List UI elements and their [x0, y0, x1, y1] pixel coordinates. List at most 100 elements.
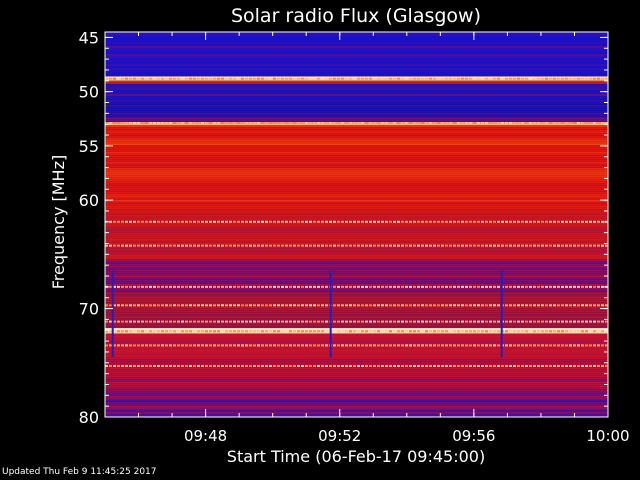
spectrum-row [105, 312, 608, 315]
bright-line-dot [153, 77, 156, 80]
bright-line-dot [229, 304, 232, 307]
bright-line-dot [137, 304, 140, 307]
bright-line-dot [589, 365, 592, 368]
bright-line-dot [597, 122, 600, 125]
bright-line-dot [489, 220, 492, 223]
bright-line-dot [217, 77, 220, 80]
bright-line-dot [277, 244, 280, 247]
spectrum-row [105, 244, 608, 247]
bright-line-dot [573, 365, 576, 368]
bright-line-dot [441, 244, 444, 247]
bright-line-dot [405, 330, 408, 333]
bright-line-dot [313, 244, 316, 247]
bright-line-dot [517, 220, 520, 223]
bright-line-dot [257, 320, 260, 323]
bright-line-dot [537, 220, 540, 223]
spectrum-row [105, 203, 608, 206]
bright-line-dot [601, 220, 604, 223]
bright-line-dot [389, 365, 392, 368]
bright-line-dot [317, 77, 320, 80]
bright-line-dot [429, 122, 432, 125]
bright-line-dot [581, 122, 584, 125]
bright-line-dot [257, 304, 260, 307]
bright-line-dot [325, 220, 328, 223]
bright-line-dot [113, 330, 116, 333]
bright-line-dot [421, 77, 424, 80]
bright-line-dot [337, 344, 340, 347]
bright-line-dot [317, 365, 320, 368]
bright-line-dot [137, 344, 140, 347]
bright-line-dot [325, 320, 328, 323]
spectrum-row [105, 397, 608, 400]
bright-line-dot [369, 122, 372, 125]
bright-line-dot [209, 365, 212, 368]
bright-line-dot [377, 220, 380, 223]
bright-line-dot [597, 304, 600, 307]
bright-line-dot [273, 365, 276, 368]
spectrum-row [105, 56, 608, 58]
spectrum-row [105, 263, 608, 266]
bright-line-dot [477, 285, 480, 288]
spectrum-row [105, 287, 608, 290]
bright-line-dot [205, 220, 208, 223]
spectrum-row [105, 401, 608, 404]
bright-line-dot [193, 244, 196, 247]
bright-line-dot [501, 122, 504, 125]
bright-line-dot [457, 320, 460, 323]
bright-line-dot [601, 330, 604, 333]
bright-line-dot [169, 365, 172, 368]
bright-line-dot [541, 365, 544, 368]
bright-line-dot [293, 122, 296, 125]
bright-line-dot [221, 122, 224, 125]
bright-line-dot [453, 77, 456, 80]
bright-line-dot [161, 122, 164, 125]
bright-line-dot [501, 77, 504, 80]
bright-line-dot [221, 244, 224, 247]
bright-line-dot [437, 220, 440, 223]
bright-line-dot [473, 344, 476, 347]
bright-line-dot [585, 122, 588, 125]
bright-line-dot [257, 220, 260, 223]
bright-line-dot [513, 344, 516, 347]
bright-line-dot [285, 285, 288, 288]
bright-line-dot [409, 330, 412, 333]
bright-line-dot [537, 285, 540, 288]
bright-line-dot [249, 285, 252, 288]
bright-line-dot [433, 220, 436, 223]
bright-line-dot [177, 304, 180, 307]
bright-line-dot [209, 244, 212, 247]
bright-line-dot [469, 244, 472, 247]
bright-line-dot [165, 304, 168, 307]
bright-line-dot [297, 244, 300, 247]
bright-line-dot [121, 304, 124, 307]
bright-line-dot [105, 330, 108, 333]
bright-line-dot [237, 320, 240, 323]
bright-line-dot [413, 320, 416, 323]
bright-line-dot [441, 330, 444, 333]
bright-line-dot [309, 220, 312, 223]
bright-line-dot [297, 285, 300, 288]
bright-line-dot [517, 365, 520, 368]
spectrum-row [105, 102, 608, 105]
bright-line-dot [401, 285, 404, 288]
bright-line-dot [569, 365, 572, 368]
bright-line-dot [489, 344, 492, 347]
bright-line-dot [385, 304, 388, 307]
bright-line-dot [417, 77, 420, 80]
bright-line-dot [145, 122, 148, 125]
bright-line-dot [405, 122, 408, 125]
spectrum-row [105, 169, 608, 172]
bright-line-dot [117, 320, 120, 323]
bright-line-dot [137, 244, 140, 247]
bright-line-dot [393, 330, 396, 333]
bright-line-dot [533, 365, 536, 368]
bright-line-dot [245, 285, 248, 288]
bright-line-dot [533, 77, 536, 80]
bright-line-dot [205, 320, 208, 323]
bright-line-dot [161, 304, 164, 307]
bright-line-dot [389, 77, 392, 80]
bright-line-dot [197, 365, 200, 368]
bright-line-dot [153, 365, 156, 368]
spectrum-row [105, 125, 608, 128]
bright-line-dot [237, 244, 240, 247]
